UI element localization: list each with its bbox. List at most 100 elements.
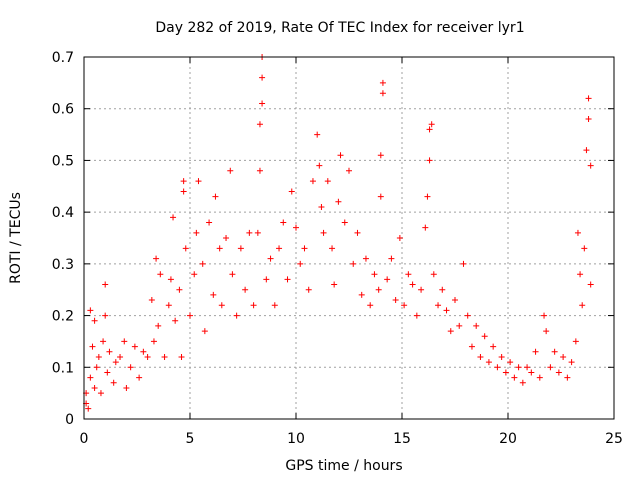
- data-point: [206, 219, 213, 226]
- data-point: [161, 353, 168, 360]
- data-point: [418, 286, 425, 293]
- data-point: [371, 271, 378, 278]
- data-point: [528, 369, 535, 376]
- data-point: [320, 229, 327, 236]
- data-point: [89, 343, 96, 350]
- data-point: [314, 131, 321, 138]
- data-point: [318, 203, 325, 210]
- data-point: [288, 188, 295, 195]
- data-point: [507, 359, 514, 366]
- y-tick-label: 0.7: [52, 50, 74, 66]
- data-point: [579, 302, 586, 309]
- data-point: [157, 271, 164, 278]
- data-point: [121, 338, 128, 345]
- data-point: [577, 271, 584, 278]
- data-point: [242, 286, 249, 293]
- data-point: [91, 384, 98, 391]
- data-point: [424, 193, 431, 200]
- data-point: [112, 359, 119, 366]
- data-point: [358, 291, 365, 298]
- data-point: [195, 178, 202, 185]
- data-point: [91, 317, 98, 324]
- data-point: [102, 281, 109, 288]
- data-point: [422, 224, 429, 231]
- data-point: [574, 229, 581, 236]
- data-point: [502, 369, 509, 376]
- plot-frame: [83, 56, 615, 420]
- data-point: [155, 322, 162, 329]
- data-point: [301, 245, 308, 252]
- data-point: [560, 353, 567, 360]
- data-point: [362, 255, 369, 262]
- data-point: [452, 297, 458, 304]
- data-point: [167, 276, 174, 283]
- data-point: [367, 302, 374, 309]
- data-point: [551, 348, 558, 355]
- data-point: [350, 260, 357, 267]
- data-point: [144, 353, 151, 360]
- data-point: [490, 343, 497, 350]
- data-point: [401, 302, 408, 309]
- data-point: [305, 286, 312, 293]
- data-point: [259, 74, 266, 81]
- data-point: [199, 260, 206, 267]
- data-point: [581, 245, 588, 252]
- data-point: [485, 359, 492, 366]
- data-point: [104, 369, 111, 376]
- data-point: [102, 312, 109, 319]
- data-point: [131, 343, 138, 350]
- data-point: [293, 224, 299, 231]
- data-point: [212, 193, 219, 200]
- data-point: [178, 353, 185, 360]
- data-point: [587, 162, 594, 169]
- data-point: [316, 162, 323, 169]
- data-point: [254, 229, 261, 236]
- data-point: [237, 245, 244, 252]
- data-point: [384, 276, 391, 283]
- data-point: [256, 167, 263, 174]
- y-tick-label: 0: [65, 412, 74, 428]
- data-point: [201, 328, 208, 335]
- x-tick-label: 5: [186, 431, 195, 447]
- data-point: [165, 302, 172, 309]
- data-point: [536, 374, 543, 381]
- data-point: [276, 245, 283, 252]
- data-point: [413, 312, 420, 319]
- data-point: [110, 379, 117, 386]
- x-axis-label: GPS time / hours: [285, 458, 402, 474]
- y-axis-label: ROTI / TECUs: [8, 192, 24, 284]
- data-point: [259, 100, 266, 107]
- data-point: [443, 307, 450, 314]
- data-point: [426, 126, 433, 133]
- gridlines: [84, 57, 614, 419]
- data-point: [309, 178, 316, 185]
- data-point: [263, 276, 270, 283]
- data-point: [524, 364, 531, 371]
- data-point: [127, 364, 134, 371]
- data-point: [97, 390, 104, 397]
- data-point: [519, 379, 526, 386]
- x-tick-label: 15: [393, 431, 411, 447]
- data-point: [182, 245, 189, 252]
- data-point: [246, 229, 253, 236]
- data-point: [153, 255, 160, 262]
- data-point: [477, 353, 484, 360]
- data-point: [93, 364, 100, 371]
- data-point: [271, 302, 278, 309]
- data-point: [377, 193, 384, 200]
- x-tick-label: 25: [605, 431, 623, 447]
- data-point: [568, 359, 575, 366]
- data-point: [564, 374, 571, 381]
- data-point: [180, 178, 187, 185]
- data-point: [346, 167, 352, 174]
- chart-title: Day 282 of 2019, Rate Of TEC Index for r…: [155, 20, 524, 36]
- data-point: [583, 147, 590, 154]
- data-point: [375, 286, 382, 293]
- data-point: [439, 286, 446, 293]
- y-tick-label: 0.3: [52, 257, 74, 273]
- data-point: [100, 338, 107, 345]
- data-point: [515, 364, 522, 371]
- data-point: [460, 260, 467, 267]
- data-point: [481, 333, 488, 340]
